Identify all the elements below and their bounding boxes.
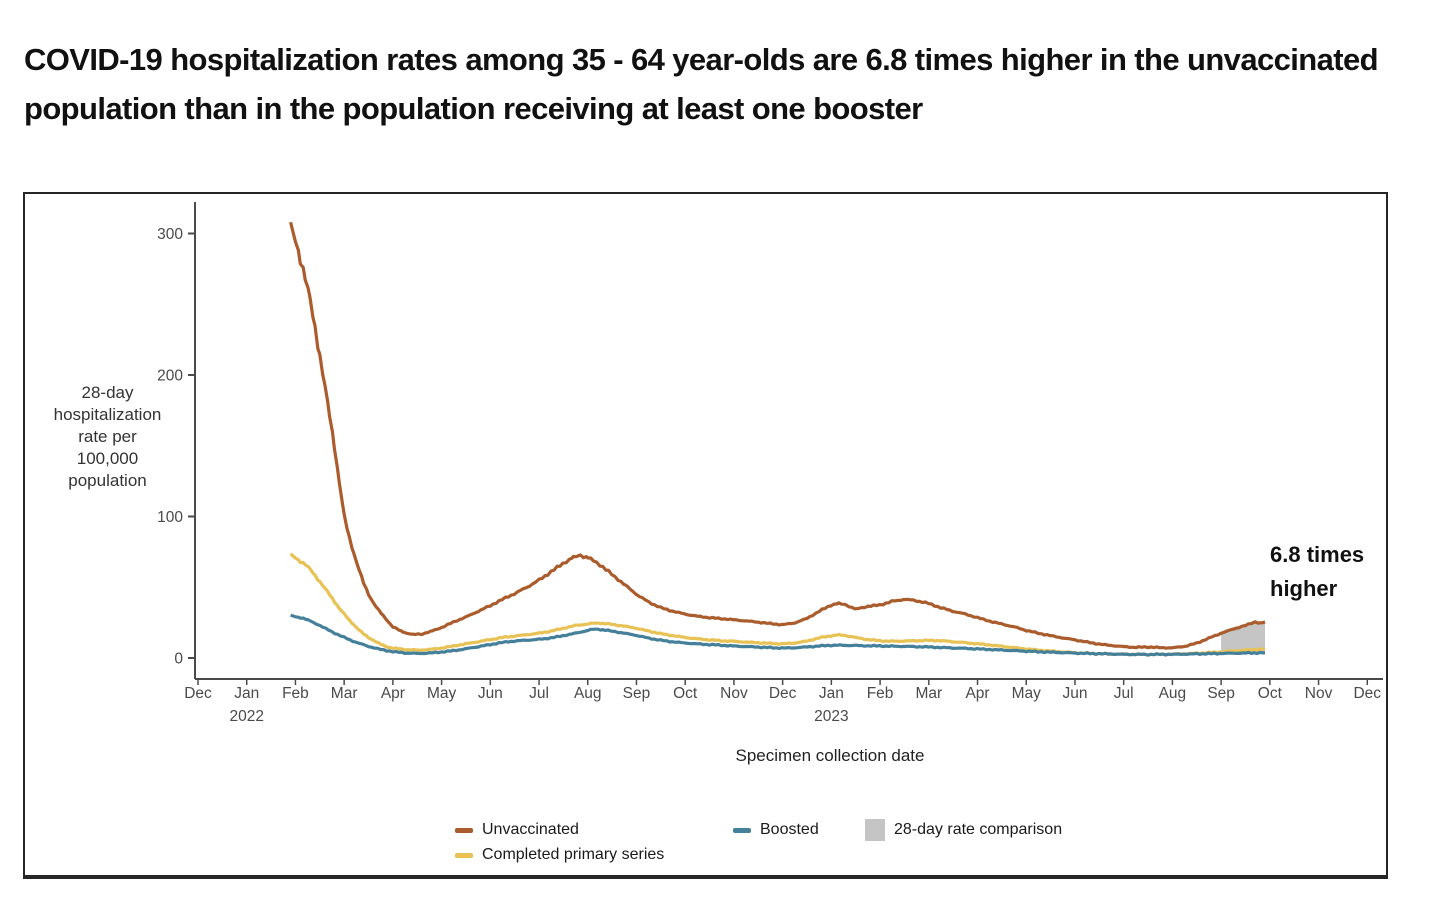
ratio-annotation: 6.8 times higher [1270, 542, 1365, 601]
y-tick-label: 200 [157, 368, 183, 385]
x-tick-label: Oct [673, 685, 698, 702]
series-boosted [290, 613, 1266, 657]
x-tick-label: Oct [1258, 685, 1283, 702]
x-year-label: 2023 [814, 708, 848, 725]
plot-area: 0 100 200 300 Dec Jan Feb Mar Apr May Jun Jul Aug Sep… [157, 202, 1383, 725]
y-axis-label: 28-day hospitalization rate per 100,000 … [53, 383, 162, 490]
legend-item-boosted: Boosted [733, 819, 819, 841]
x-tick-label: Sep [1207, 685, 1235, 702]
x-tick-label: Jan [234, 685, 259, 702]
x-tick-label: Apr [965, 685, 989, 702]
x-tick-label: Sep [623, 685, 651, 702]
x-ticks: Dec Jan Feb Mar Apr May Jun Jul Aug Sep Oct Nov Dec J… [184, 679, 1381, 725]
legend-key-unvaccinated [455, 827, 473, 833]
x-tick-label: Aug [574, 685, 602, 702]
legend-item-completed-primary-series: Completed primary series [455, 844, 664, 866]
x-tick-label: Jan [819, 685, 844, 702]
x-tick-label: Nov [720, 685, 748, 702]
y-tick-label: 300 [157, 226, 183, 243]
legend-label-28-day-rate-comparison: 28-day rate comparison [894, 821, 1063, 838]
x-tick-label: Jul [1114, 685, 1134, 702]
legend-key-28-day-rate-comparison [865, 819, 885, 841]
x-tick-label: Feb [867, 685, 894, 702]
x-year-label: 2022 [229, 708, 263, 725]
series-completed-primary-series [289, 552, 1266, 657]
legend-key-boosted [733, 827, 751, 833]
chart-panel: 28-day hospitalization rate per 100,000 … [23, 192, 1388, 879]
x-tick-label: Mar [331, 685, 358, 702]
x-tick-label: Dec [184, 685, 212, 702]
axes [194, 202, 1383, 680]
y-tick-label: 100 [157, 509, 183, 526]
x-tick-label: Jun [1062, 685, 1087, 702]
x-tick-label: Dec [769, 685, 797, 702]
x-tick-label: Mar [915, 685, 942, 702]
x-tick-label: Nov [1305, 685, 1333, 702]
legend-label-unvaccinated: Unvaccinated [482, 821, 579, 838]
x-tick-label: Dec [1353, 685, 1381, 702]
legend-item-unvaccinated: Unvaccinated [455, 819, 579, 841]
y-ticks: 0 100 200 300 [157, 226, 195, 668]
legend-label-completed-primary-series: Completed primary series [482, 846, 665, 863]
x-axis-title: Specimen collection date [735, 746, 925, 765]
y-tick-label: 0 [174, 651, 183, 668]
legend: Unvaccinated Completed primary series Boos… [25, 818, 1386, 874]
legend-label-boosted: Boosted [760, 821, 819, 838]
x-tick-label: May [427, 685, 457, 702]
x-tick-label: Aug [1159, 685, 1187, 702]
legend-item-28-day-rate-comparison: 28-day rate comparison [865, 819, 1062, 841]
x-tick-label: May [1012, 685, 1042, 702]
x-tick-label: Apr [381, 685, 405, 702]
series-unvaccinated [289, 221, 1266, 650]
x-tick-label: Jul [529, 685, 549, 702]
legend-key-completed-primary-series [455, 852, 473, 858]
x-tick-label: Jun [478, 685, 503, 702]
x-tick-label: Feb [282, 685, 309, 702]
chart-headline: COVID-19 hospitalization rates among 35 … [24, 41, 1379, 126]
